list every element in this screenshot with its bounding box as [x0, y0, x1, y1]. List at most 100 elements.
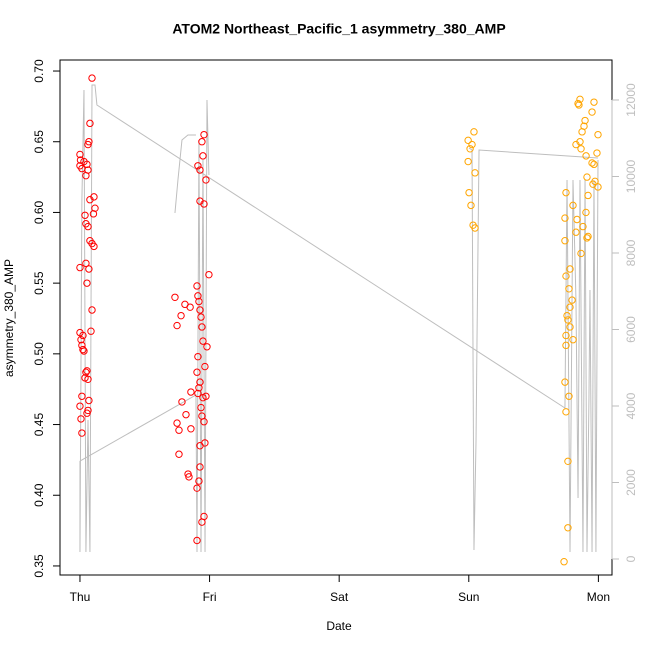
data-point [78, 429, 86, 437]
data-point [82, 171, 90, 180]
data-point [579, 222, 587, 231]
y-tick-label: 0.60 [32, 200, 46, 224]
data-point [466, 145, 474, 153]
data-point [574, 99, 582, 108]
data-point [182, 410, 190, 419]
data-point [79, 331, 87, 340]
y-tick-label: 0.45 [32, 413, 46, 437]
data-point [82, 259, 90, 268]
data-point [196, 166, 204, 174]
data-point [470, 128, 478, 136]
y2-tick-label: 0 [624, 555, 638, 562]
y-tick-label: 0.40 [32, 483, 46, 507]
data-point [77, 415, 85, 423]
data-point [594, 130, 602, 139]
data-point [201, 362, 209, 371]
x-tick-label: Mon [587, 590, 610, 604]
data-point [467, 201, 475, 210]
data-point [465, 188, 473, 197]
data-point [195, 384, 203, 392]
data-point [199, 393, 207, 402]
data-point [194, 292, 202, 300]
x-tick-label: Sat [330, 590, 349, 604]
data-point [198, 518, 206, 526]
data-point [200, 200, 208, 208]
data-point [575, 101, 583, 109]
data-point [562, 331, 570, 340]
data-point [562, 188, 570, 197]
data-point [171, 293, 179, 301]
data-point [83, 279, 91, 287]
data-point [76, 156, 85, 164]
data-point [186, 303, 194, 311]
data-point [84, 222, 92, 231]
data-point [577, 145, 585, 153]
y2-tick-label: 12000 [624, 83, 638, 117]
data-point [88, 74, 96, 82]
data-point [202, 176, 210, 184]
data-point [77, 336, 85, 344]
data-point [196, 306, 204, 314]
y-tick-label: 0.65 [32, 130, 46, 154]
data-point [576, 95, 584, 104]
x-tick-label: Thu [70, 590, 91, 604]
x-tick-label: Fri [203, 590, 217, 604]
data-point [582, 208, 590, 217]
data-point [187, 425, 195, 433]
data-point [193, 484, 201, 492]
y-tick-label: 0.35 [32, 554, 46, 578]
data-point [85, 265, 93, 273]
data-point [584, 232, 592, 241]
data-point [84, 375, 92, 383]
data-point [577, 249, 585, 258]
data-point [581, 116, 589, 125]
data-point [84, 140, 92, 149]
data-point [86, 196, 94, 204]
data-point [78, 392, 86, 400]
data-point [569, 201, 577, 210]
data-point [588, 159, 596, 167]
data-point [562, 408, 570, 416]
data-point [205, 270, 213, 279]
data-point [80, 347, 88, 355]
data-point [464, 157, 472, 166]
data-point [584, 191, 592, 200]
data-point [76, 263, 84, 272]
data-point [572, 140, 580, 149]
data-point [76, 150, 84, 159]
data-point [568, 296, 576, 304]
data-point [564, 457, 572, 466]
data-point [195, 297, 203, 306]
data-point [76, 402, 84, 410]
data-point [200, 418, 208, 426]
data-point [471, 224, 479, 232]
data-line [79, 84, 599, 553]
data-point [81, 211, 89, 219]
data-point [561, 214, 569, 222]
data-point [198, 138, 206, 146]
data-point [203, 343, 211, 351]
y2-tick-label: 8000 [624, 239, 638, 266]
data-point [563, 311, 571, 320]
y-tick-label: 0.70 [32, 59, 46, 83]
data-point [582, 152, 590, 160]
data-point [569, 336, 577, 344]
data-point [200, 130, 208, 139]
data-point [173, 321, 181, 330]
data-point [199, 337, 207, 345]
y2-tick-label: 10000 [624, 160, 638, 194]
y-tick-label: 0.55 [32, 271, 46, 295]
data-point [593, 149, 601, 157]
data-point [178, 398, 186, 406]
data-point [201, 439, 209, 447]
plot-box [59, 59, 613, 576]
y2-tick-label: 6000 [624, 316, 638, 343]
data-point [588, 108, 596, 116]
data-point [562, 341, 570, 350]
data-point [566, 303, 574, 311]
data-point [175, 450, 183, 458]
data-point [195, 477, 203, 485]
data-point [196, 463, 204, 471]
